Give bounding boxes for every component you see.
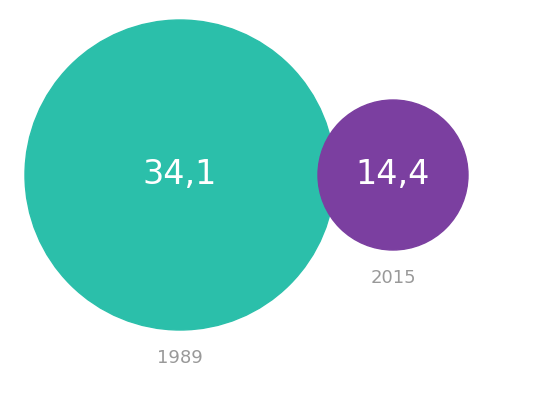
Text: 1989: 1989 xyxy=(157,349,203,367)
Text: 34,1: 34,1 xyxy=(143,159,217,191)
Text: 2015: 2015 xyxy=(370,269,416,287)
Text: 14,4: 14,4 xyxy=(356,159,430,191)
Circle shape xyxy=(25,20,335,330)
Circle shape xyxy=(318,100,468,250)
